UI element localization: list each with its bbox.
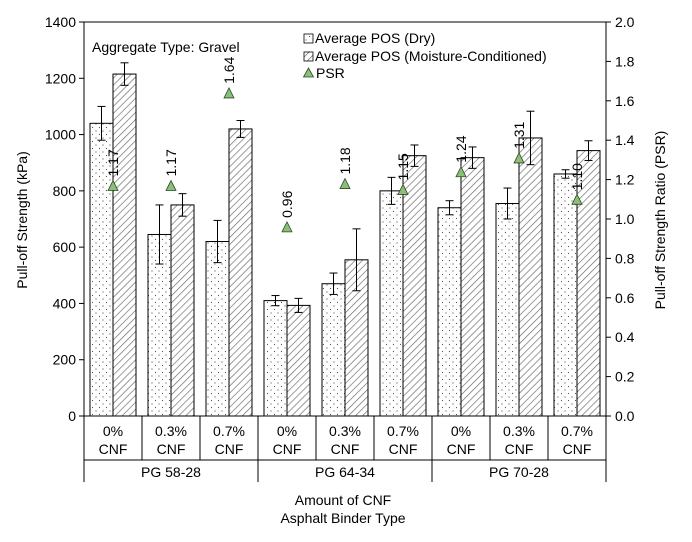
y-tick-label: 600 bbox=[53, 239, 77, 255]
x-tick-label-cnf: 0% bbox=[103, 423, 123, 439]
legend-label-psr: PSR bbox=[316, 65, 345, 81]
x-tick-label-cnf: 0% bbox=[277, 423, 297, 439]
y2-tick-label: 1.4 bbox=[615, 132, 635, 148]
x-tick-label-cnf: 0.7% bbox=[561, 423, 593, 439]
y-tick-label: 1200 bbox=[45, 70, 76, 86]
bar-dry bbox=[495, 203, 520, 417]
bar-dry bbox=[321, 283, 346, 417]
y2-tick-label: 0.4 bbox=[615, 329, 635, 345]
legend-swatch-moist bbox=[303, 51, 314, 62]
error-bars bbox=[97, 62, 593, 313]
y2-tick-label: 1.8 bbox=[615, 53, 635, 69]
psr-data-label: 1.24 bbox=[453, 135, 469, 162]
psr-marker bbox=[281, 220, 293, 233]
y2-tick-label: 0.0 bbox=[615, 408, 635, 424]
psr-marker bbox=[339, 177, 351, 189]
bar-moisture bbox=[286, 304, 311, 417]
psr-data-label: 1.10 bbox=[569, 163, 585, 190]
psr-marker bbox=[165, 179, 177, 191]
x-tick-label-unit: CNF bbox=[331, 441, 360, 457]
y2-tick-label: 1.2 bbox=[615, 172, 635, 188]
x-axis-title: Amount of CNF bbox=[295, 492, 391, 508]
psr-marker bbox=[397, 183, 409, 195]
bar-dry bbox=[553, 173, 578, 417]
x-group-label: PG 70-28 bbox=[489, 464, 549, 480]
y-tick-label: 0 bbox=[68, 408, 76, 424]
psr-data-label: 0.96 bbox=[279, 190, 295, 217]
annotation-aggregate-type: Aggregate Type: Gravel bbox=[92, 39, 240, 55]
psr-data-label: 1.18 bbox=[337, 147, 353, 174]
x-tick-label-unit: CNF bbox=[447, 441, 476, 457]
psr-markers: 1.17 1.17 1.64 0.96 1.18 1.15 1.24 1.31 1.10 bbox=[105, 56, 585, 233]
psr-data-label: 1.31 bbox=[511, 121, 527, 148]
y-tick-label: 1400 bbox=[45, 14, 76, 30]
bar-moisture bbox=[228, 128, 253, 417]
x-tick-label-unit: CNF bbox=[563, 441, 592, 457]
x-tick-label-cnf: 0.3% bbox=[503, 423, 535, 439]
x-tick-label-cnf: 0% bbox=[451, 423, 471, 439]
x-category-labels: 0% CNF 0.3% CNF 0.7% CNF 0% CNF 0.3% CNF 0.7% CNF 0%… bbox=[83, 416, 607, 482]
x-tick-label-cnf: 0.7% bbox=[387, 423, 419, 439]
bar-dry bbox=[437, 207, 462, 417]
x-group-label: PG 58-28 bbox=[141, 464, 201, 480]
y-tick-label: 400 bbox=[53, 295, 77, 311]
y-axis-right: 0.0 0.2 0.4 0.6 0.8 1.0 1.2 1.4 1.6 1.8 2.0 bbox=[606, 14, 635, 424]
y2-tick-label: 0.6 bbox=[615, 290, 635, 306]
legend-swatch-dry bbox=[303, 33, 314, 44]
x-tick-label-cnf: 0.3% bbox=[329, 423, 361, 439]
y-tick-label: 200 bbox=[53, 352, 77, 368]
legend: Average POS (Dry) Average POS (Moisture-… bbox=[302, 30, 547, 81]
y-axis-left: 0 200 400 600 800 1000 1200 1400 bbox=[45, 14, 84, 424]
legend-label-dry: Average POS (Dry) bbox=[315, 30, 435, 46]
psr-marker bbox=[571, 193, 583, 205]
x-tick-label-unit: CNF bbox=[99, 441, 128, 457]
psr-data-label: 1.17 bbox=[105, 149, 121, 176]
bar-dry bbox=[263, 300, 288, 417]
y-tick-label: 800 bbox=[53, 183, 77, 199]
y2-tick-label: 0.8 bbox=[615, 250, 635, 266]
y2-tick-label: 1.6 bbox=[615, 93, 635, 109]
y2-tick-label: 0.2 bbox=[615, 369, 635, 385]
x-tick-label-unit: CNF bbox=[505, 441, 534, 457]
x-tick-label-cnf: 0.7% bbox=[213, 423, 245, 439]
x-tick-label-unit: CNF bbox=[389, 441, 418, 457]
bar-moisture bbox=[518, 137, 543, 417]
psr-data-label: 1.64 bbox=[221, 56, 237, 83]
x-tick-label-unit: CNF bbox=[157, 441, 186, 457]
x-axis-title-2: Asphalt Binder Type bbox=[280, 510, 405, 526]
psr-marker bbox=[107, 179, 119, 191]
x-tick-label-unit: CNF bbox=[215, 441, 244, 457]
x-tick-label-cnf: 0.3% bbox=[155, 423, 187, 439]
y2-tick-label: 2.0 bbox=[615, 14, 635, 30]
psr-marker bbox=[455, 165, 467, 178]
y2-tick-label: 1.0 bbox=[615, 211, 635, 227]
bar-moisture bbox=[460, 157, 485, 417]
bar-dry bbox=[379, 190, 404, 417]
y2-axis-title: Pull-off Strength Ratio (PSR) bbox=[652, 131, 668, 310]
bar-moisture bbox=[170, 204, 195, 417]
y-tick-label: 1000 bbox=[45, 127, 76, 143]
legend-label-moist: Average POS (Moisture-Conditioned) bbox=[315, 48, 547, 64]
x-group-label: PG 64-34 bbox=[315, 464, 375, 480]
psr-data-label: 1.15 bbox=[395, 153, 411, 180]
x-tick-label-unit: CNF bbox=[273, 441, 302, 457]
bar-dry bbox=[205, 241, 230, 417]
bar-moisture bbox=[112, 73, 137, 417]
psr-marker bbox=[513, 152, 525, 164]
psr-data-label: 1.17 bbox=[163, 149, 179, 176]
psr-marker bbox=[223, 87, 235, 99]
y-axis-title: Pull-off Strength (kPa) bbox=[14, 151, 30, 288]
legend-swatch-psr bbox=[302, 67, 315, 78]
